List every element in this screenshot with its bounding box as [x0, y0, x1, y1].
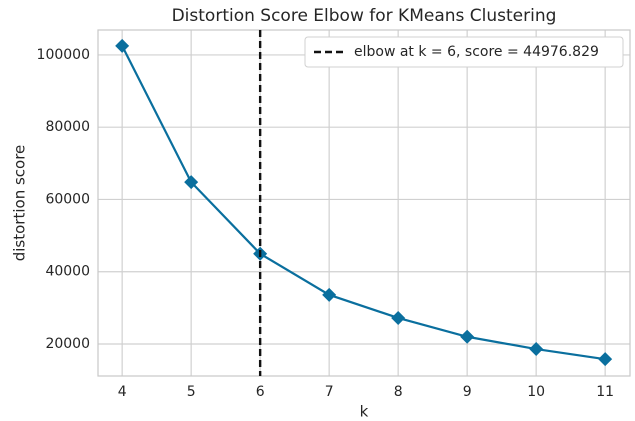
y-tick-label: 20000: [45, 336, 90, 352]
marker: [529, 342, 544, 357]
marker: [184, 175, 199, 190]
legend-box: [304, 36, 624, 68]
series-line: [121, 45, 606, 361]
chart-title: Distortion Score Elbow for KMeans Cluste…: [172, 6, 557, 26]
legend-label: elbow at k = 6, score = 44976.829: [354, 44, 599, 60]
y-tick-label: 40000: [45, 264, 90, 280]
y-tick-label: 80000: [45, 119, 90, 135]
x-tick-label: 8: [394, 384, 403, 400]
marker: [115, 38, 130, 53]
marker: [460, 329, 475, 344]
marker: [598, 352, 613, 367]
x-tick-label: 6: [256, 384, 265, 400]
y-axis-label: distortion score: [11, 145, 29, 262]
y-tick-label: 60000: [45, 191, 90, 207]
y-tick-label: 100000: [37, 47, 90, 63]
x-axis-label: k: [360, 403, 369, 421]
x-tick-label: 4: [118, 384, 127, 400]
x-tick-label: 7: [325, 384, 334, 400]
legend: elbow at k = 6, score = 44976.829: [304, 36, 624, 68]
plot-frame: [97, 29, 631, 377]
x-tick-label: 9: [463, 384, 472, 400]
x-tick-label: 11: [596, 384, 614, 400]
x-tick-label: 10: [527, 384, 545, 400]
marker: [391, 310, 406, 325]
x-tick-label: 5: [187, 384, 196, 400]
marker: [322, 287, 337, 302]
